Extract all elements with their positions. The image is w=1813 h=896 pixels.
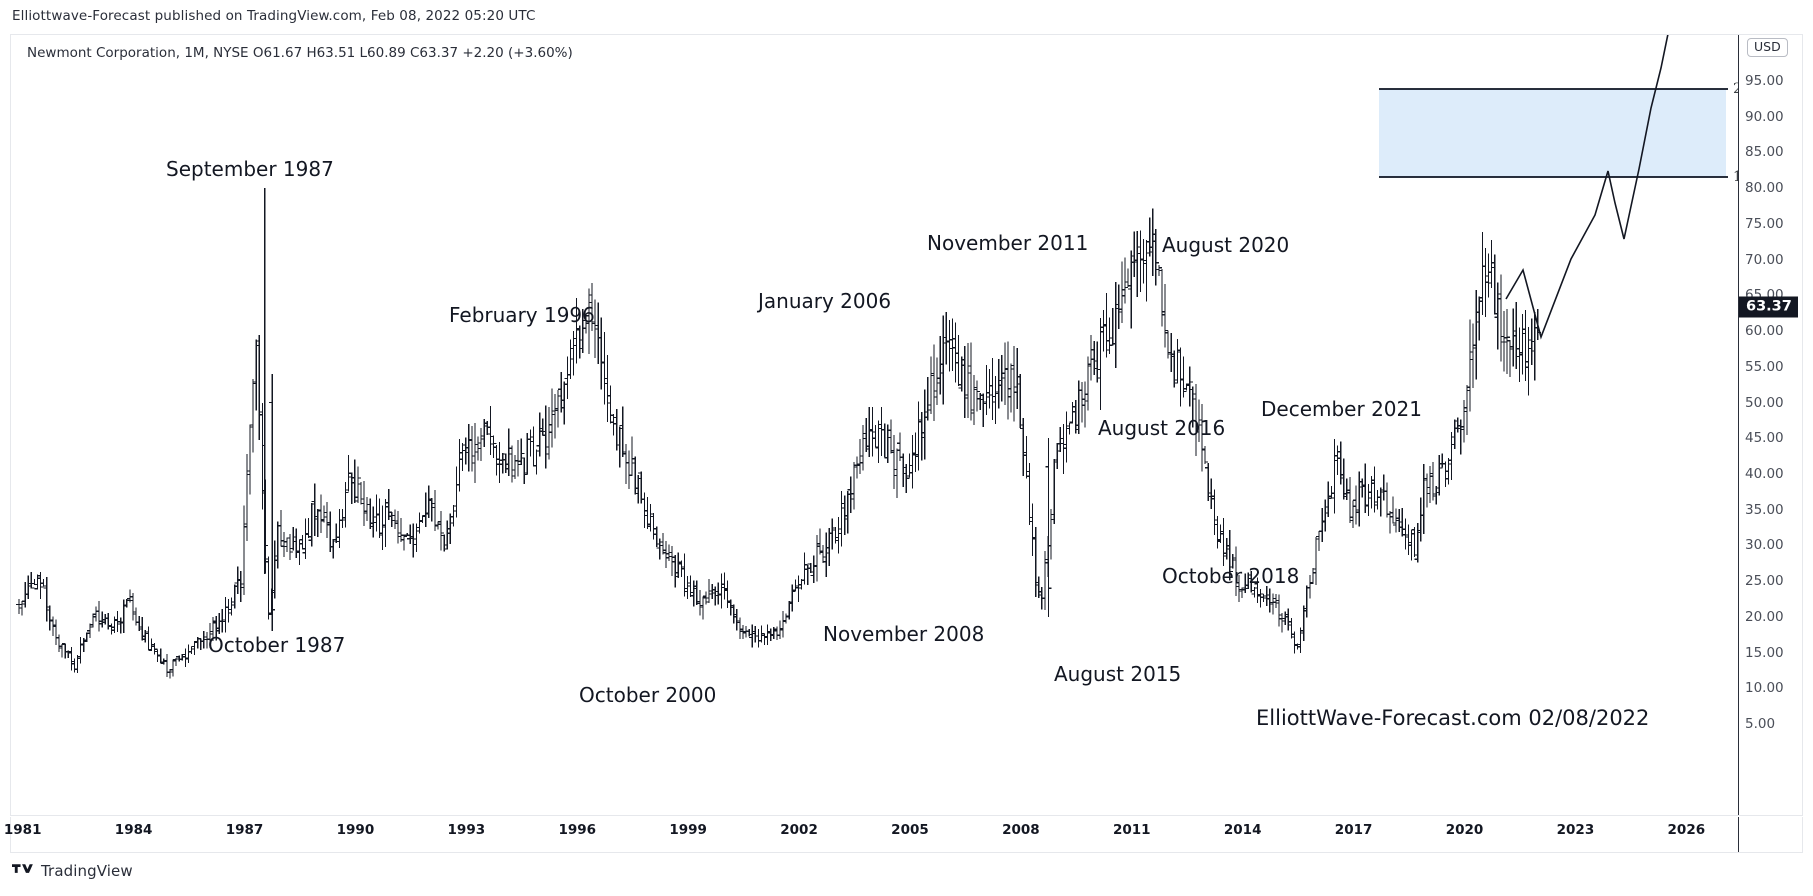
- time-axis-tick: 2002: [780, 822, 818, 838]
- chart-annotation: October 1987: [208, 633, 346, 657]
- tradingview-logo-icon: [12, 864, 33, 873]
- chart-annotation: October 2000: [579, 683, 717, 707]
- time-axis-tick: 1984: [114, 822, 153, 838]
- price-axis-tick: 70.00: [1745, 251, 1784, 268]
- price-axis-tick: 20.00: [1745, 608, 1784, 625]
- plot-area[interactable]: [11, 35, 1802, 815]
- price-axis-tick: 95.00: [1745, 72, 1784, 89]
- time-axis-tick: 1993: [447, 822, 486, 838]
- currency-badge[interactable]: USD: [1747, 38, 1788, 58]
- price-axis-tick: 50.00: [1745, 394, 1784, 411]
- time-axis-tick: 1990: [336, 822, 375, 838]
- chart-annotation: August 2015: [1054, 662, 1182, 686]
- price-axis-tick: 5.00: [1745, 716, 1776, 733]
- elliottwave-watermark: ElliottWave-Forecast.com 02/08/2022: [1256, 706, 1650, 730]
- time-axis-tick: 2023: [1556, 822, 1595, 838]
- chart-annotation: November 2008: [823, 622, 985, 646]
- chart-annotation: October 2018: [1162, 564, 1300, 588]
- chart-frame: Newmont Corporation, 1M, NYSE O61.67 H63…: [10, 34, 1803, 816]
- time-axis-tick: 1987: [225, 822, 264, 838]
- time-axis-tick: 2011: [1112, 822, 1151, 838]
- price-series-svg: [15, 35, 1728, 679]
- price-axis-tick: 25.00: [1745, 573, 1784, 590]
- price-axis-tick: 75.00: [1745, 215, 1784, 232]
- time-axis-tick: 1996: [558, 822, 597, 838]
- price-axis-tick: 35.00: [1745, 501, 1784, 518]
- time-axis-tick: 1999: [669, 822, 707, 838]
- price-axis-tick: 30.00: [1745, 537, 1784, 554]
- time-axis-tick: 2020: [1445, 822, 1484, 838]
- chart-annotation: November 2011: [927, 231, 1089, 255]
- time-axis-tick: 2008: [1002, 822, 1040, 838]
- price-axis-tick: 85.00: [1745, 144, 1784, 161]
- time-axis-tick: 2005: [891, 822, 929, 838]
- price-axis-tick: 15.00: [1745, 644, 1784, 661]
- price-axis-tick: 10.00: [1745, 680, 1784, 697]
- forecast-projection-path: [1505, 35, 1669, 340]
- time-axis-separator: [1738, 817, 1739, 852]
- tradingview-brand[interactable]: TradingView: [12, 862, 133, 880]
- price-axis-tick: 90.00: [1745, 108, 1784, 125]
- chart-annotation: August 2016: [1098, 416, 1226, 440]
- chart-annotation: January 2006: [758, 289, 892, 313]
- time-axis-tick: 2017: [1334, 822, 1373, 838]
- time-axis-tick: 1981: [3, 822, 42, 838]
- ohlc-bars: [15, 188, 1541, 679]
- price-axis-tick: 55.00: [1745, 358, 1784, 375]
- chart-annotation: August 2020: [1162, 233, 1290, 257]
- chart-annotation: February 1996: [449, 303, 595, 327]
- fibonacci-zone-box: [1379, 89, 1726, 177]
- time-axis-tick: 2026: [1667, 822, 1706, 838]
- published-caption: Elliottwave-Forecast published on Tradin…: [12, 8, 536, 24]
- price-axis-tick: 80.00: [1745, 180, 1784, 197]
- symbol-legend[interactable]: Newmont Corporation, 1M, NYSE O61.67 H63…: [27, 45, 573, 61]
- price-axis-tick: 40.00: [1745, 465, 1784, 482]
- price-axis-tick: 60.00: [1745, 323, 1784, 340]
- time-axis[interactable]: 1981 1984 1987 1990 1993 1996 1999 2002 2005 2008…: [4, 817, 1803, 853]
- current-price-badge: 63.37: [1739, 296, 1798, 318]
- price-axis[interactable]: USD 95.00 90.00 85.00 80.00 75.00 70.00 65.00 6…: [1738, 35, 1802, 815]
- price-axis-tick: 45.00: [1745, 430, 1784, 447]
- tradingview-brand-label: TradingView: [41, 862, 133, 880]
- time-axis-tick: 2014: [1223, 822, 1262, 838]
- chart-annotation: September 1987: [166, 157, 334, 181]
- chart-annotation: December 2021: [1261, 397, 1422, 421]
